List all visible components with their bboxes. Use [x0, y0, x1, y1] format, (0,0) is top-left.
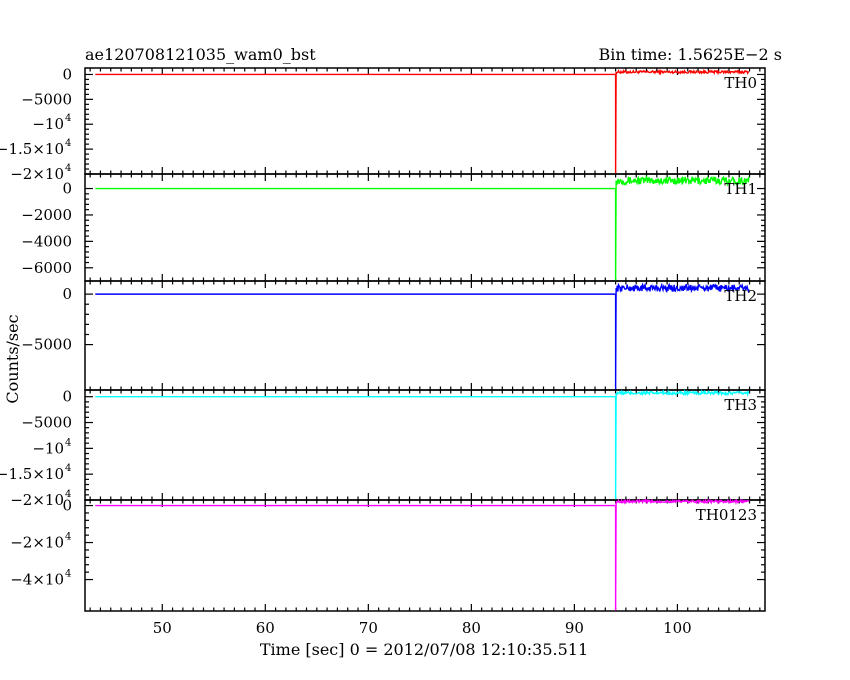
- panel-th1: 0 −2000 −4000 −6000 TH1: [21, 173, 766, 282]
- series-label: TH0123: [696, 506, 757, 524]
- y-tick-label-exponent: 4: [65, 532, 71, 543]
- y-tick-label: −4000: [21, 232, 72, 250]
- y-tick-label: −6000: [21, 259, 72, 277]
- panel-frame: [84, 173, 766, 282]
- y-tick-label: −2×10: [10, 165, 64, 183]
- y-tick-label: −5000: [21, 90, 72, 108]
- chart-subtitle: Bin time: 1.5625E−2 s: [599, 45, 782, 64]
- series-line-th0: [95, 68, 750, 174]
- y-tick-label: 0: [62, 497, 72, 515]
- y-tick-label: 0: [62, 180, 72, 198]
- y-tick-label: −4×10: [10, 571, 64, 589]
- y-tick-label: −10: [32, 115, 64, 133]
- chart-title: ae120708121035_wam0_bst: [85, 45, 316, 64]
- y-tick-label: 0: [62, 65, 72, 83]
- y-axis-label: Counts/sec: [3, 314, 22, 403]
- x-tick-label: 60: [256, 619, 275, 637]
- panel-frame: [84, 67, 766, 175]
- x-tick-label: 50: [153, 619, 172, 637]
- y-tick-label-exponent: 4: [65, 463, 71, 474]
- y-tick-label-exponent: 4: [65, 113, 71, 124]
- y-tick-label-exponent: 4: [65, 138, 71, 149]
- series-line-th0123: [95, 497, 750, 611]
- series-line-th2: [95, 282, 750, 390]
- series-line-th1: [95, 175, 750, 281]
- x-axis-label: Time [sec] 0 = 2012/07/08 12:10:35.511: [260, 640, 588, 659]
- panel-th2: 0 −5000 TH2: [21, 280, 766, 391]
- x-tick-label: 80: [462, 619, 481, 637]
- y-tick-label-exponent: 4: [65, 569, 71, 580]
- panel-frame: [84, 389, 766, 501]
- y-tick-label: −1.5×10: [0, 465, 64, 483]
- series-label: TH3: [724, 396, 757, 414]
- series-label: TH2: [724, 287, 757, 305]
- y-tick-label: −10: [32, 439, 64, 457]
- y-tick-label: −5000: [21, 336, 72, 354]
- x-tick-label: 70: [359, 619, 378, 637]
- y-tick-label: −5000: [21, 414, 72, 432]
- series-line-th3: [95, 389, 750, 500]
- y-tick-label-exponent: 4: [65, 163, 71, 174]
- panel-frame: [84, 280, 766, 391]
- y-tick-label: −2000: [21, 206, 72, 224]
- y-tick-label: −2×10: [10, 491, 64, 509]
- y-tick-label: 0: [62, 388, 72, 406]
- y-tick-label-exponent: 4: [65, 489, 71, 500]
- panel-frame: [84, 499, 766, 612]
- x-tick-label: 90: [565, 619, 584, 637]
- x-tick-label: 100: [663, 619, 692, 637]
- y-tick-label: 0: [62, 285, 72, 303]
- series-label: TH0: [724, 74, 757, 92]
- series-label: TH1: [724, 180, 757, 198]
- y-tick-label: −1.5×10: [0, 140, 64, 158]
- y-tick-label-exponent: 4: [65, 437, 71, 448]
- panels: 0−5000−10 4−1.5×10 4−2×10 4TH00−2000−4000−6…: [0, 65, 766, 637]
- y-tick-label: −2×10: [10, 534, 64, 552]
